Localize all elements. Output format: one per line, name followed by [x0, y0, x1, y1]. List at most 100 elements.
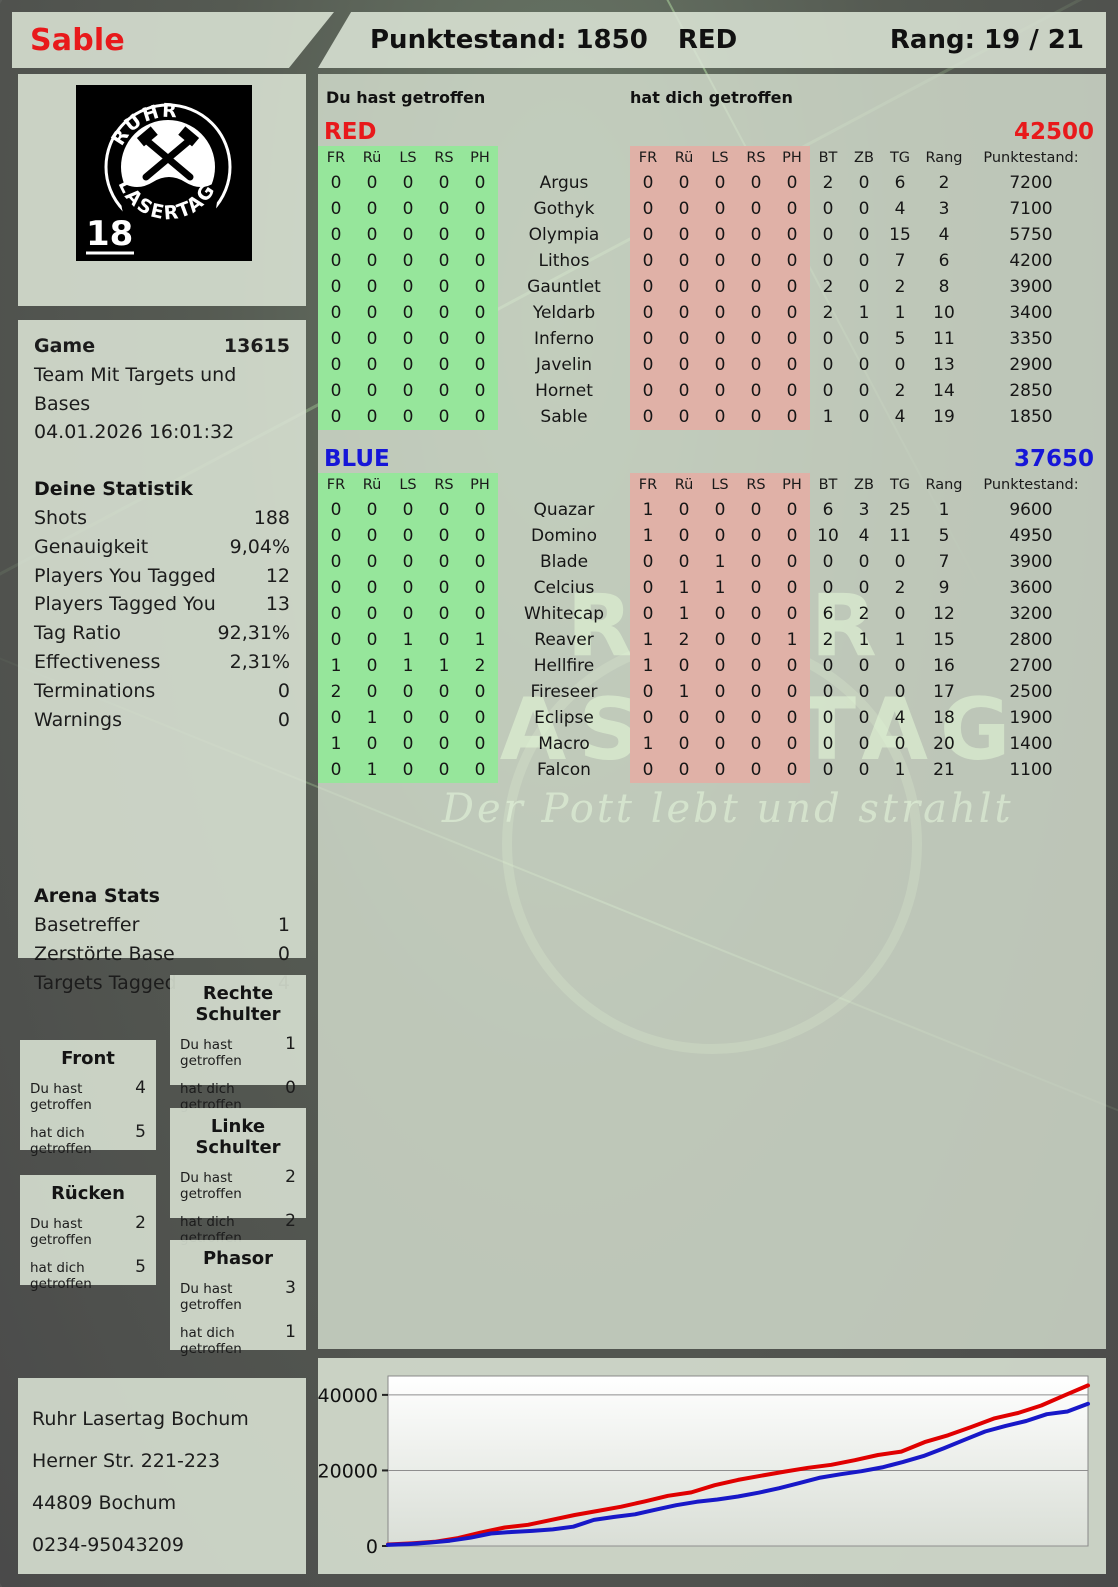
table-row[interactable]: 0 0 0 0 0 Quazar 1 0 0 0 0 6 3 25 1 9600	[318, 497, 1092, 523]
hit-label: Du hast getroffen	[180, 1281, 242, 1313]
stat-label: Players Tagged You	[34, 593, 216, 616]
cell-you-hit: 0	[462, 222, 498, 248]
cell-you-hit: 0	[318, 196, 354, 222]
table-row[interactable]: 0 0 0 0 0 Celcius 0 1 1 0 0 0 0 2 9 3600	[318, 575, 1092, 601]
cell-you-hit: 0	[318, 523, 354, 549]
cell-zb: 0	[858, 656, 870, 676]
cell-you-hit: 0	[390, 222, 426, 248]
cell-tg: 2	[894, 381, 906, 401]
game-label: Game	[34, 335, 96, 357]
cell-bt: 2	[822, 630, 834, 650]
cell-score: 1850	[1009, 407, 1053, 427]
cell-player-name: Gothyk	[533, 199, 595, 219]
cell-hit-you: 0	[738, 523, 774, 549]
cell-hit-you: 0	[774, 653, 810, 679]
table-row[interactable]: 0 0 0 0 0 Argus 0 0 0 0 0 2 0 6 2 7200	[318, 170, 1092, 196]
cell-you-hit: 0	[462, 549, 498, 575]
cell-hit-you: 0	[774, 196, 810, 222]
group-header-hit-you: hat dich getroffen	[630, 88, 793, 107]
table-row[interactable]: 0 0 0 0 0 Whitecap 0 1 0 0 0 6 2 0 12 3200	[318, 601, 1092, 627]
watermark-line-3: Der Pott lebt und strahlt	[441, 786, 1014, 832]
stat-value: 188	[253, 506, 290, 529]
cell-hit-you: 0	[702, 196, 738, 222]
game-info-panel: Game 13615 Team Mit Targets und Bases 04…	[18, 320, 306, 994]
cell-you-hit: 0	[354, 300, 390, 326]
cell-you-hit: 0	[318, 274, 354, 300]
stat-row-shots: Shots 188	[34, 504, 290, 533]
cell-you-hit: 0	[390, 352, 426, 378]
cell-tg: 0	[894, 656, 906, 676]
cell-tg: 1	[894, 303, 906, 323]
table-row[interactable]: 1 0 0 0 0 Macro 1 0 0 0 0 0 0 0 20 1400	[318, 731, 1092, 757]
cell-hit-you: 0	[630, 170, 666, 196]
cell-zb: 0	[858, 578, 870, 598]
cell-tg: 5	[894, 329, 906, 349]
stat-row-accuracy: Genauigkeit 9,04%	[34, 533, 290, 562]
team-total-score: 37650	[1013, 446, 1094, 472]
cell-you-hit: 1	[462, 627, 498, 653]
cell-tg: 4	[894, 199, 906, 219]
bodypart-hit-row: Du hast getroffen 2	[180, 1167, 296, 1202]
table-row[interactable]: 0 0 0 0 0 Inferno 0 0 0 0 0 0 0 5 11 3350	[318, 326, 1092, 352]
cell-hit-you: 0	[738, 274, 774, 300]
table-row[interactable]: 0 0 0 0 0 Olympia 0 0 0 0 0 0 0 15 4 5750	[318, 222, 1092, 248]
stat-row-warnings: Warnings 0	[34, 706, 290, 735]
cell-hit-you: 0	[774, 549, 810, 575]
cell-you-hit: 0	[426, 196, 462, 222]
stat-value: 2,31%	[229, 650, 290, 673]
cell-hit-you: 0	[702, 705, 738, 731]
cell-you-hit: 0	[390, 731, 426, 757]
cell-you-hit: 0	[354, 274, 390, 300]
arena-stats-title: Arena Stats	[34, 885, 160, 908]
cell-rang: 4	[938, 225, 950, 245]
cell-hit-you: 0	[702, 653, 738, 679]
cell-you-hit: 0	[462, 326, 498, 352]
cell-player-name: Domino	[531, 526, 597, 546]
table-row[interactable]: 0 0 0 0 0 Javelin 0 0 0 0 0 0 0 0 13 2900	[318, 352, 1092, 378]
table-row[interactable]: 0 1 0 0 0 Eclipse 0 0 0 0 0 0 0 4 18 1900	[318, 705, 1092, 731]
table-row[interactable]: 0 0 1 0 1 Reaver 1 2 0 0 1 2 1 1 15 2800	[318, 627, 1092, 653]
score-header-panel: Punktestand: 1850 RED Rang: 19 / 21	[318, 12, 1106, 68]
cell-hit-you: 0	[774, 523, 810, 549]
cell-score: 4950	[1009, 526, 1053, 546]
table-row[interactable]: 0 0 0 0 0 Gothyk 0 0 0 0 0 0 0 4 3 7100	[318, 196, 1092, 222]
table-row[interactable]: 0 0 0 0 0 Lithos 0 0 0 0 0 0 0 7 6 4200	[318, 248, 1092, 274]
group-header-you-hit: Du hast getroffen	[326, 88, 486, 107]
table-row[interactable]: 0 1 0 0 0 Falcon 0 0 0 0 0 0 0 1 21 1100	[318, 757, 1092, 783]
column-group-headers: Du hast getroffen hat dich getroffen	[318, 84, 1106, 117]
table-row[interactable]: 0 0 0 0 0 Blade 0 0 1 0 0 0 0 0 7 3900	[318, 549, 1092, 575]
cell-you-hit: 0	[390, 274, 426, 300]
cell-hit-you: 0	[738, 575, 774, 601]
cell-you-hit: 0	[390, 757, 426, 783]
cell-you-hit: 0	[390, 326, 426, 352]
score-progression-chart-panel: 0 20000 40000	[318, 1358, 1106, 1574]
cell-hit-you: 0	[666, 757, 702, 783]
cell-zb: 1	[858, 630, 870, 650]
team-section-red: RED 42500 FR Rü LS RS PH FR Rü LS RS PH BT ZB TG Rang Pu…	[318, 117, 1106, 430]
table-row[interactable]: 0 0 0 0 0 Domino 1 0 0 0 0 10 4 11 5 4950	[318, 523, 1092, 549]
table-row[interactable]: 0 0 0 0 0 Yeldarb 0 0 0 0 0 2 1 1 10 3400	[318, 300, 1092, 326]
table-row[interactable]: 0 0 0 0 0 Hornet 0 0 0 0 0 0 0 2 14 2850	[318, 378, 1092, 404]
cell-hit-you: 0	[630, 352, 666, 378]
col-header-rang: Rang	[925, 477, 963, 493]
table-row[interactable]: 2 0 0 0 0 Fireseer 0 1 0 0 0 0 0 0 17 2500	[318, 679, 1092, 705]
col-header-hityou-rü: Rü	[666, 473, 702, 497]
cell-you-hit: 0	[318, 404, 354, 430]
cell-hit-you: 0	[738, 549, 774, 575]
cell-tg: 0	[894, 355, 906, 375]
venue-address-panel: Ruhr Lasertag Bochum Herner Str. 221-223…	[18, 1378, 306, 1574]
scoreboard-panel: RUHR LASERTAG Der Pott lebt und strahlt …	[318, 74, 1106, 1349]
table-row[interactable]: 0 0 0 0 0 Sable 0 0 0 0 0 1 0 4 19 1850	[318, 404, 1092, 430]
cell-rang: 8	[938, 277, 950, 297]
cell-hit-you: 0	[702, 248, 738, 274]
col-header-hityou-rü: Rü	[666, 146, 702, 170]
cell-player-name: Whitecap	[524, 604, 604, 624]
table-row[interactable]: 1 0 1 1 2 Hellfire 1 0 0 0 0 0 0 0 16 2700	[318, 653, 1092, 679]
cell-tg: 25	[889, 500, 911, 520]
table-row[interactable]: 0 0 0 0 0 Gauntlet 0 0 0 0 0 2 0 2 8 3900	[318, 274, 1092, 300]
cell-hit-you: 0	[630, 274, 666, 300]
cell-you-hit: 1	[354, 705, 390, 731]
cell-hit-you: 0	[666, 300, 702, 326]
cell-player-name: Macro	[538, 734, 590, 754]
stat-label: Tag Ratio	[34, 622, 121, 645]
